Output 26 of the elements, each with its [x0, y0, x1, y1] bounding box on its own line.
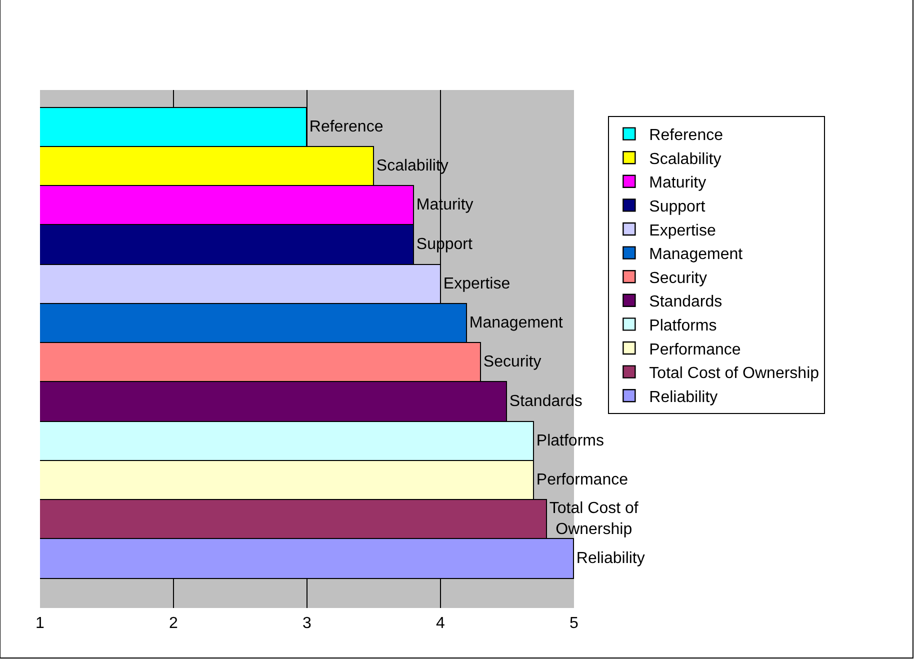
- x-tick-label: 5: [570, 615, 579, 632]
- legend-label: Reference: [649, 127, 724, 144]
- text: Standards: [509, 392, 582, 410]
- text: Management: [469, 314, 563, 332]
- legend-label: Expertise: [649, 222, 716, 240]
- legend-label: Platforms: [649, 317, 717, 334]
- legend-label: Security: [649, 270, 707, 287]
- legend-label: Maturity: [649, 174, 706, 192]
- x-tick-label: 2: [169, 615, 178, 632]
- text: Reliability: [576, 550, 645, 567]
- x-tick-label: 1: [36, 615, 45, 632]
- legend-label: Performance: [649, 341, 741, 358]
- text: Performance: [536, 471, 628, 488]
- legend-label: Management: [649, 246, 744, 264]
- text: Total Cost of Ownership: [549, 500, 638, 538]
- legend-label: Total Cost of Ownership: [649, 365, 820, 382]
- text: Platforms: [536, 432, 604, 450]
- legend-label: Support: [649, 198, 706, 216]
- text: Reference: [309, 118, 384, 136]
- text: Expertise: [443, 275, 510, 292]
- x-tick-label: 4: [436, 615, 446, 632]
- legend-label: Reliability: [649, 388, 718, 406]
- x-tick-label: 3: [302, 615, 312, 632]
- legend-label: Scalability: [649, 150, 722, 168]
- legend-label: Standards: [649, 294, 722, 311]
- text: Security: [483, 353, 542, 370]
